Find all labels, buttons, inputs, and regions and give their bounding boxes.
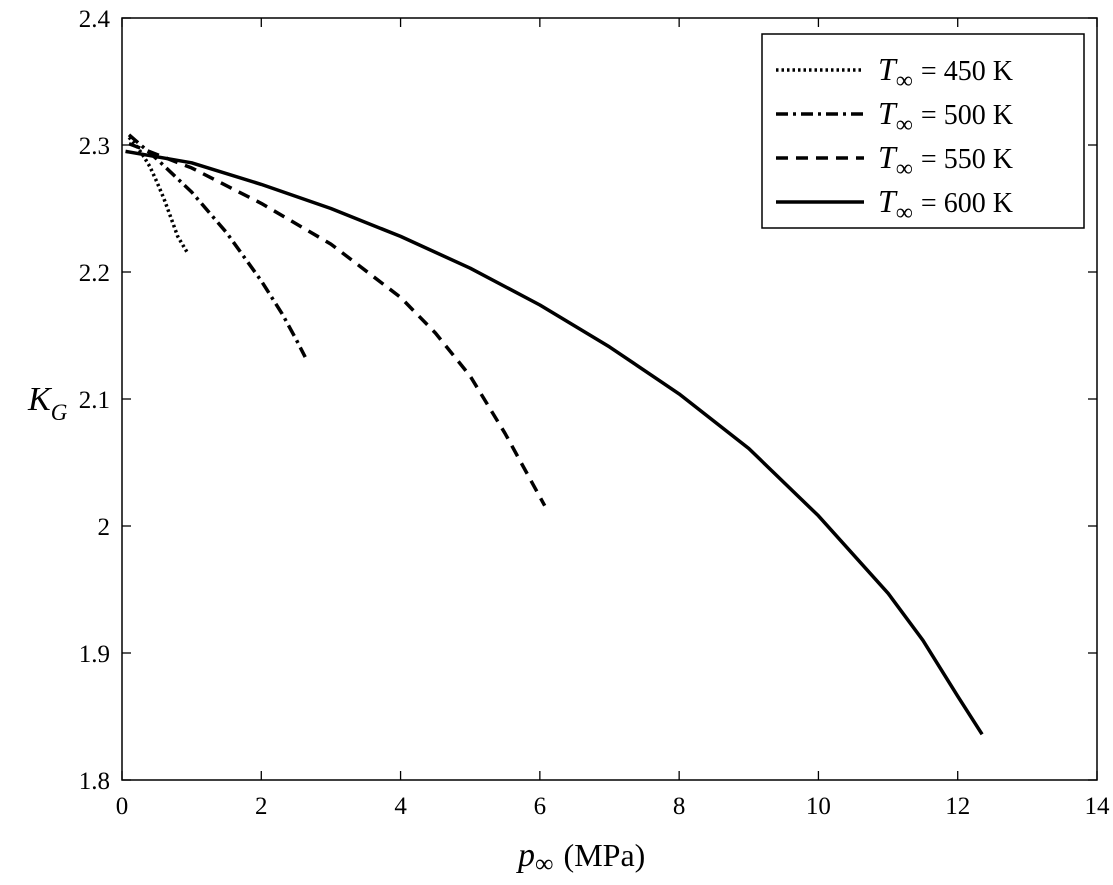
x-tick-label: 8 bbox=[673, 793, 686, 820]
legend: T∞ = 450 KT∞ = 500 KT∞ = 550 KT∞ = 600 K bbox=[761, 33, 1085, 229]
x-tick-label: 12 bbox=[945, 793, 970, 820]
legend-label: = 550 K bbox=[921, 144, 1013, 175]
x-axis-symbol: p bbox=[516, 837, 535, 874]
legend-box bbox=[761, 33, 1085, 229]
y-tick-label: 2 bbox=[98, 514, 111, 541]
ticks: 0 2 4 6 8 10 12 14 1.8 1.9 2 2.1 2.2 2.3 2.4 bbox=[79, 6, 1110, 820]
x-axis-label: p∞ (MPa) bbox=[516, 837, 645, 878]
legend-label: = 450 K bbox=[921, 56, 1013, 87]
y-axis-subscript: G bbox=[51, 400, 68, 425]
y-tick-label: 2.4 bbox=[79, 6, 111, 33]
legend-subscript: ∞ bbox=[896, 156, 913, 182]
y-tick-label: 2.3 bbox=[79, 133, 110, 160]
series-line-2 bbox=[128, 142, 547, 507]
x-tick-label: 6 bbox=[534, 793, 547, 820]
legend-symbol: T bbox=[878, 95, 898, 131]
x-tick-label: 4 bbox=[394, 793, 407, 820]
series-line-3 bbox=[125, 149, 984, 736]
legend-entry-2: T∞ = 550 K bbox=[878, 139, 1013, 182]
legend-label: = 600 K bbox=[921, 188, 1013, 219]
x-tick-label: 0 bbox=[116, 793, 129, 820]
y-tick-label: 1.9 bbox=[79, 641, 110, 668]
legend-label: = 500 K bbox=[921, 100, 1013, 131]
x-tick-label: 10 bbox=[806, 793, 831, 820]
legend-subscript: ∞ bbox=[896, 112, 913, 138]
y-tick-label: 2.2 bbox=[79, 260, 110, 287]
legend-entry-0: T∞ = 450 K bbox=[878, 51, 1013, 94]
x-tick-label: 14 bbox=[1085, 793, 1111, 820]
x-tick-label: 2 bbox=[255, 793, 268, 820]
legend-symbol: T bbox=[878, 51, 898, 87]
legend-symbol: T bbox=[878, 139, 898, 175]
legend-symbol: T bbox=[878, 183, 898, 219]
x-axis-unit: (MPa) bbox=[564, 837, 646, 873]
y-axis-symbol: K bbox=[27, 381, 53, 418]
series-line-1 bbox=[127, 133, 307, 358]
series bbox=[125, 133, 984, 736]
legend-subscript: ∞ bbox=[896, 68, 913, 94]
y-axis-label: KG bbox=[27, 381, 68, 425]
legend-subscript: ∞ bbox=[896, 200, 913, 226]
y-tick-label: 2.1 bbox=[79, 387, 110, 414]
x-axis-subscript: ∞ bbox=[535, 849, 554, 878]
y-tick-label: 1.8 bbox=[79, 768, 110, 795]
legend-entry-1: T∞ = 500 K bbox=[878, 95, 1013, 138]
legend-entry-3: T∞ = 600 K bbox=[878, 183, 1013, 226]
